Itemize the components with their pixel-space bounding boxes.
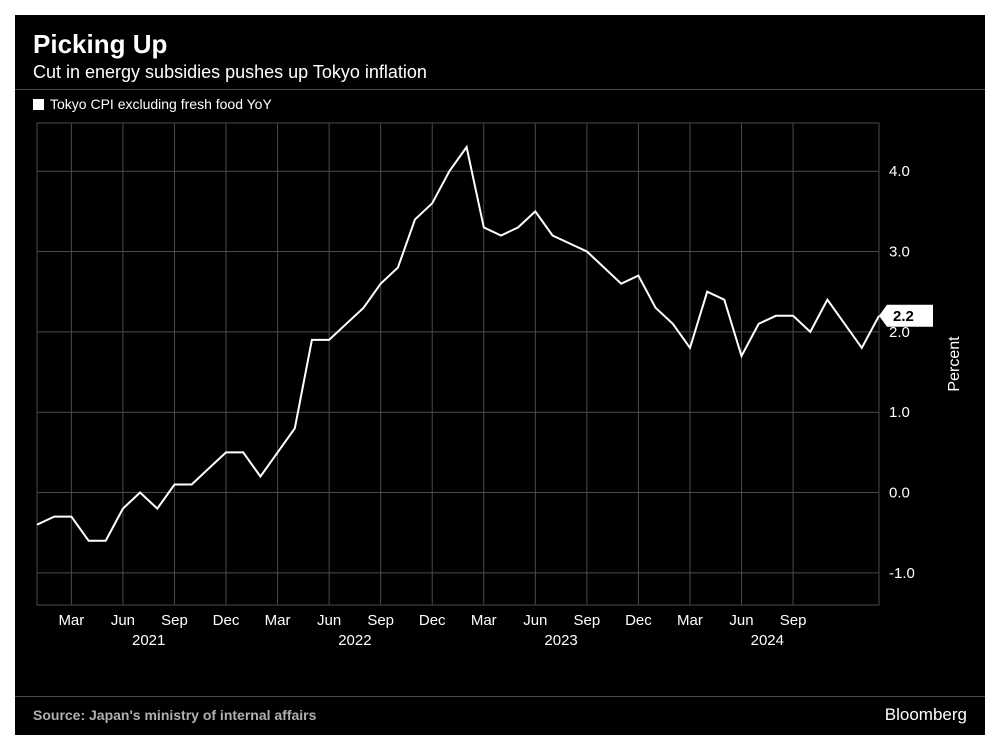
svg-text:1.0: 1.0 xyxy=(889,404,910,421)
svg-text:Jun: Jun xyxy=(523,612,547,629)
chart-frame: Picking Up Cut in energy subsidies pushe… xyxy=(15,15,985,735)
svg-text:Jun: Jun xyxy=(111,612,135,629)
svg-text:Percent: Percent xyxy=(946,336,963,392)
line-chart-svg: -1.00.01.02.03.04.0MarJunSepDecMarJunSep… xyxy=(33,119,971,657)
chart-plot-area: -1.00.01.02.03.04.0MarJunSepDecMarJunSep… xyxy=(33,119,971,657)
chart-footer: Source: Japan's ministry of internal aff… xyxy=(15,696,985,735)
svg-text:2022: 2022 xyxy=(338,632,371,649)
svg-text:Jun: Jun xyxy=(317,612,341,629)
svg-text:2021: 2021 xyxy=(132,632,165,649)
svg-text:Dec: Dec xyxy=(625,612,652,629)
brand-label: Bloomberg xyxy=(885,705,967,725)
source-text: Source: Japan's ministry of internal aff… xyxy=(33,707,316,723)
legend-label: Tokyo CPI excluding fresh food YoY xyxy=(50,96,272,112)
svg-text:Mar: Mar xyxy=(471,612,497,629)
svg-text:2024: 2024 xyxy=(751,632,784,649)
svg-text:2023: 2023 xyxy=(544,632,577,649)
svg-text:Dec: Dec xyxy=(419,612,446,629)
svg-text:Sep: Sep xyxy=(367,612,394,629)
legend-swatch-icon xyxy=(33,99,44,110)
svg-text:3.0: 3.0 xyxy=(889,244,910,261)
svg-text:Mar: Mar xyxy=(265,612,291,629)
svg-text:-1.0: -1.0 xyxy=(889,565,915,582)
svg-text:4.0: 4.0 xyxy=(889,163,910,180)
svg-text:Mar: Mar xyxy=(677,612,703,629)
chart-subtitle: Cut in energy subsidies pushes up Tokyo … xyxy=(15,62,985,89)
legend: Tokyo CPI excluding fresh food YoY xyxy=(15,90,985,116)
chart-title: Picking Up xyxy=(15,15,985,62)
svg-text:0.0: 0.0 xyxy=(889,485,910,502)
svg-text:Dec: Dec xyxy=(213,612,240,629)
svg-text:Jun: Jun xyxy=(729,612,753,629)
svg-text:2.2: 2.2 xyxy=(893,308,914,325)
svg-text:Mar: Mar xyxy=(58,612,84,629)
svg-text:Sep: Sep xyxy=(161,612,188,629)
svg-text:Sep: Sep xyxy=(780,612,807,629)
svg-text:Sep: Sep xyxy=(574,612,601,629)
